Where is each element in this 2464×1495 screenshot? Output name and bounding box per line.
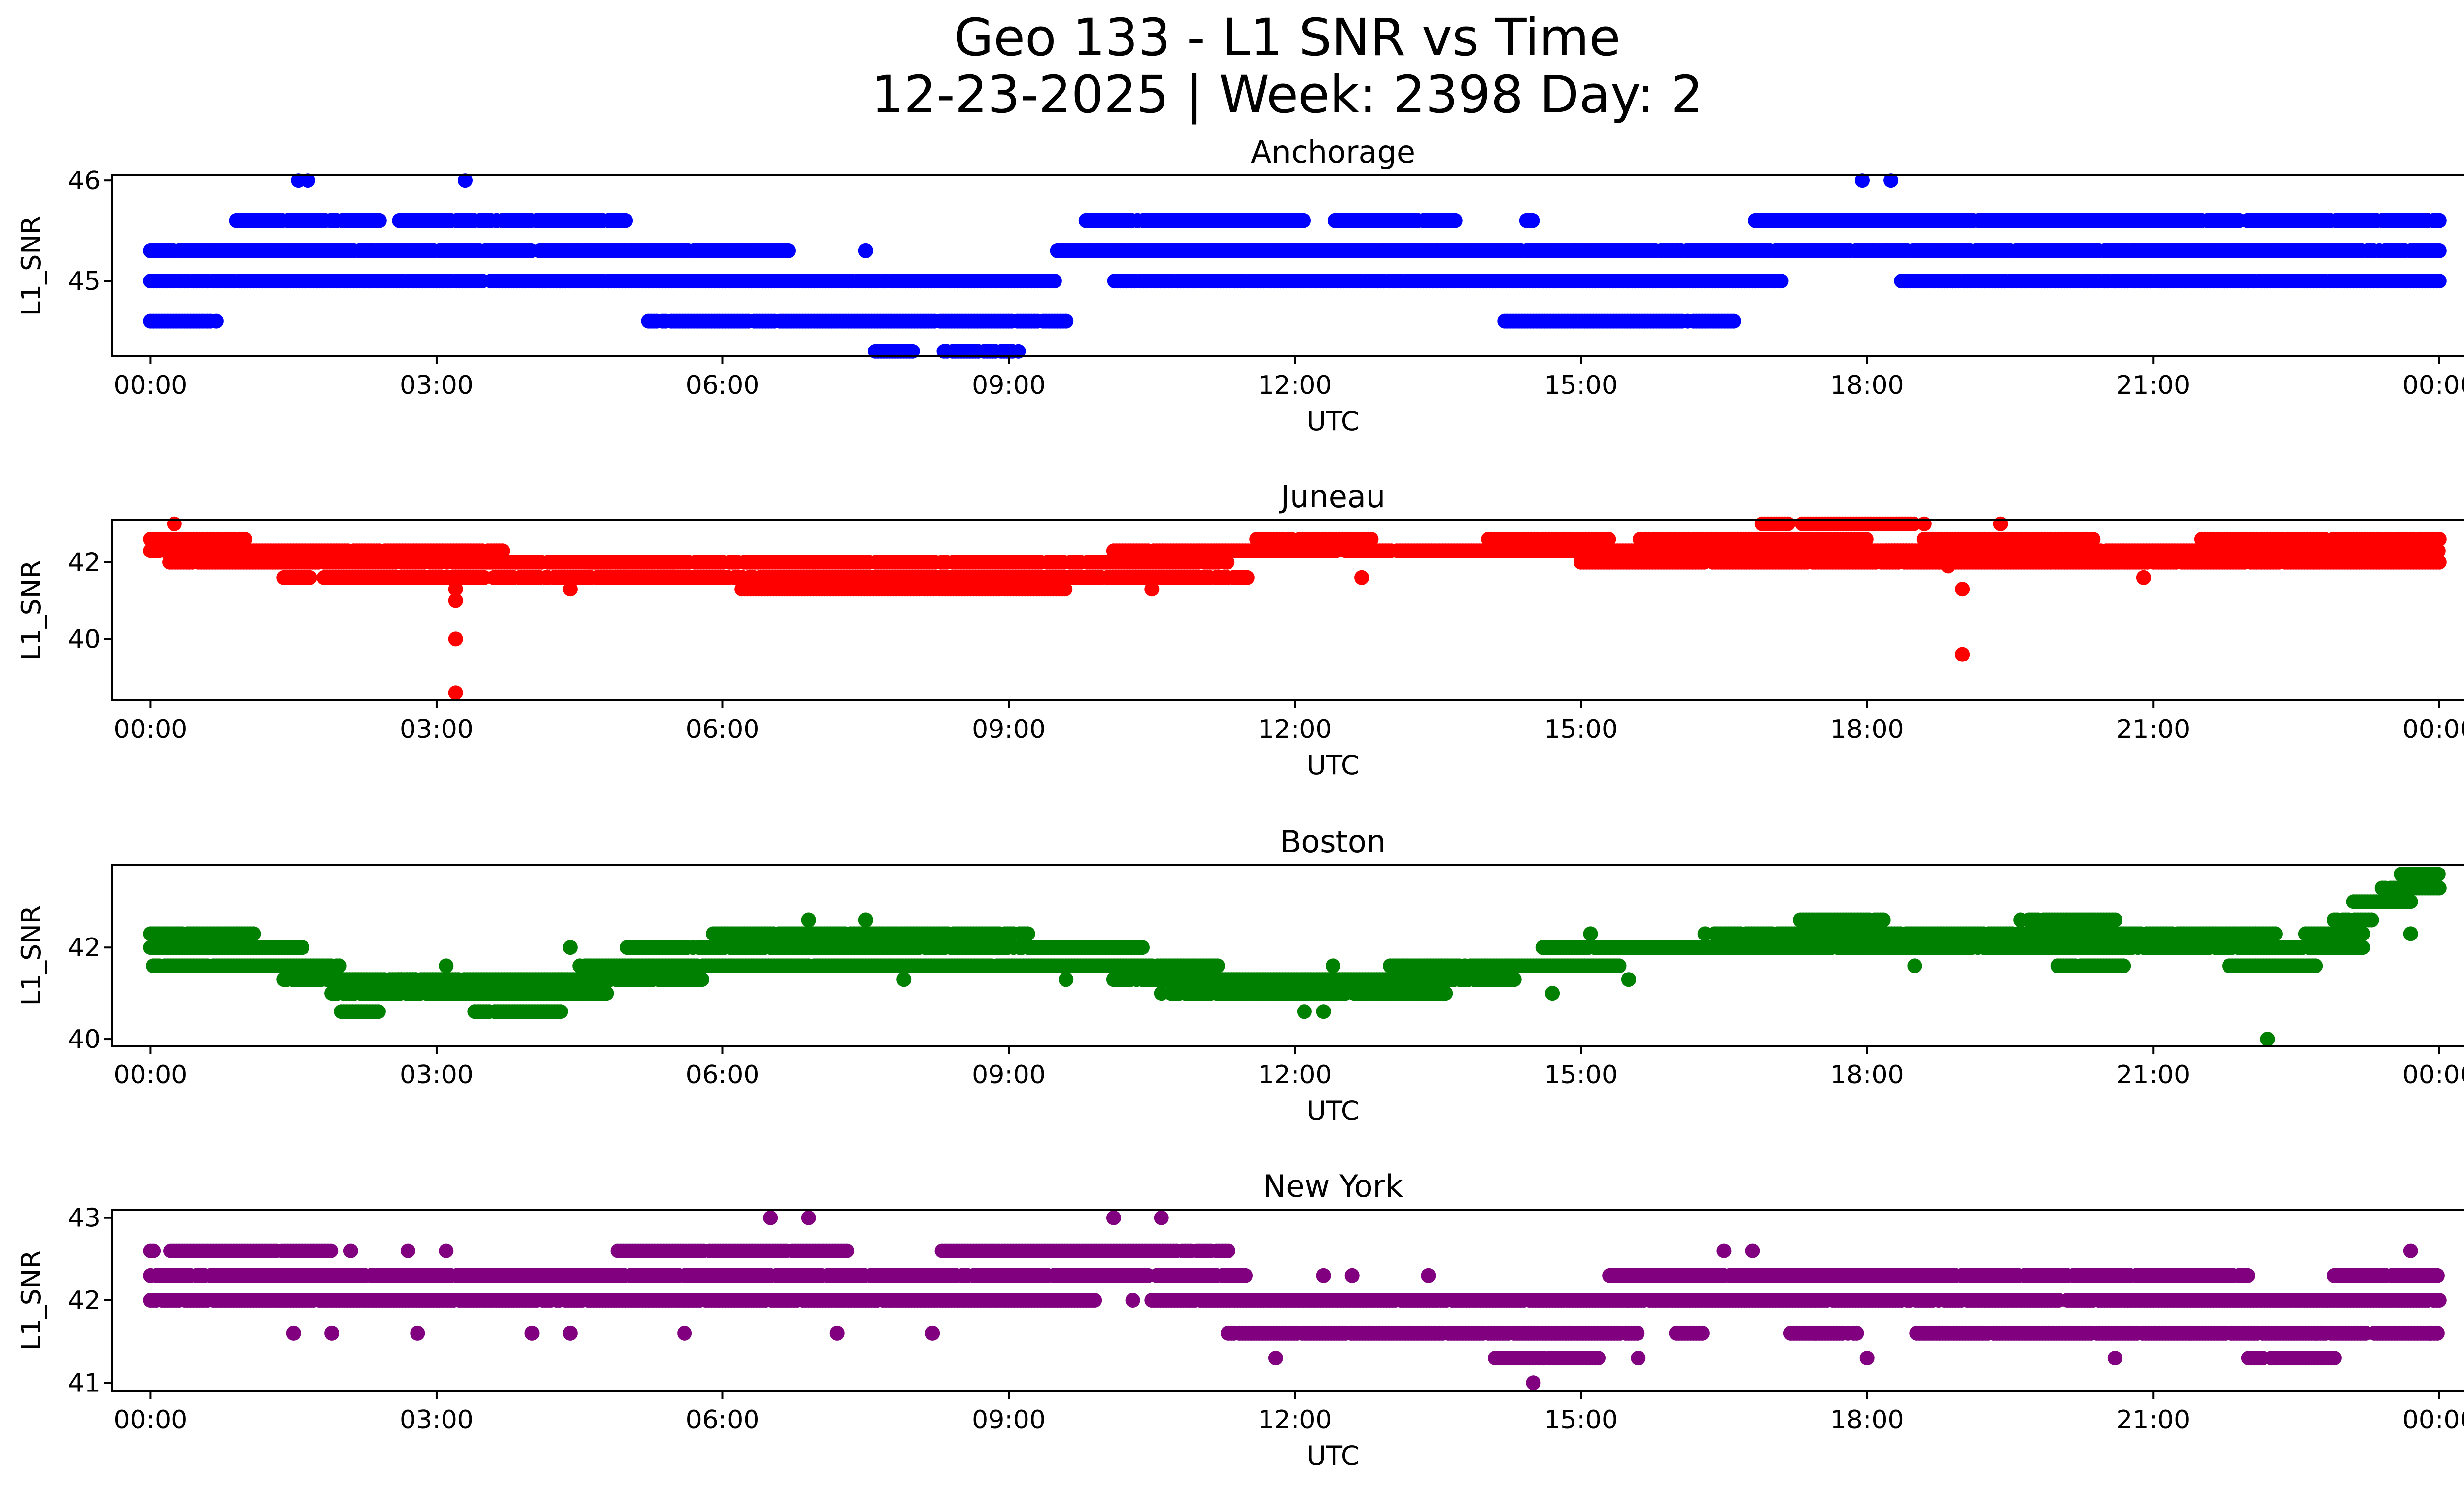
data-point bbox=[858, 243, 873, 258]
x-tick-label: 12:00 bbox=[1258, 371, 1332, 400]
anchorage-x-axis-label: UTC bbox=[1306, 406, 1359, 437]
x-tick-label: 09:00 bbox=[972, 715, 1046, 744]
figure-title-line1: Geo 133 - L1 SNR vs Time bbox=[954, 7, 1620, 68]
data-point bbox=[2430, 543, 2446, 558]
data-point bbox=[448, 685, 463, 700]
anchorage-plot-frame bbox=[111, 174, 2464, 357]
boston-title: Boston bbox=[1280, 824, 1386, 860]
anchorage-points bbox=[143, 173, 2447, 359]
data-point bbox=[1210, 958, 1225, 973]
data-point bbox=[1858, 531, 1874, 547]
data-point bbox=[1955, 647, 1970, 662]
data-point bbox=[1011, 344, 1026, 359]
juneau-x-axis-label: UTC bbox=[1306, 750, 1359, 781]
data-point bbox=[332, 958, 347, 973]
data-point bbox=[1144, 582, 1160, 597]
data-point bbox=[1883, 173, 1899, 188]
data-point bbox=[300, 173, 315, 188]
x-tick-label: 00:00 bbox=[2402, 715, 2464, 744]
data-point bbox=[1447, 213, 1463, 228]
x-tick-label: 18:00 bbox=[1830, 715, 1904, 744]
data-point bbox=[2431, 243, 2447, 258]
data-point bbox=[1774, 274, 1789, 289]
data-point bbox=[429, 274, 444, 289]
data-point bbox=[1993, 516, 2008, 531]
x-tick-label: 03:00 bbox=[400, 715, 474, 744]
data-point bbox=[1525, 213, 1540, 228]
data-point bbox=[905, 344, 920, 359]
data-point bbox=[1780, 516, 1796, 531]
data-point bbox=[208, 313, 224, 329]
boston-points bbox=[143, 867, 2447, 1047]
x-tick-label: 21:00 bbox=[2116, 371, 2190, 400]
anchorage-title: Anchorage bbox=[1251, 134, 1415, 170]
y-tick-label: 46 bbox=[68, 166, 101, 196]
data-point bbox=[694, 972, 709, 987]
data-point bbox=[781, 243, 796, 258]
x-tick-label: 00:00 bbox=[2402, 371, 2464, 400]
data-point bbox=[2431, 274, 2447, 289]
data-point bbox=[310, 274, 325, 289]
data-point bbox=[562, 582, 578, 597]
data-point bbox=[2184, 213, 2199, 228]
x-tick-label: 06:00 bbox=[686, 715, 760, 744]
data-point bbox=[167, 516, 182, 531]
data-point bbox=[1726, 313, 1741, 329]
data-point bbox=[1047, 274, 1062, 289]
data-point bbox=[1059, 313, 1074, 329]
data-point bbox=[1239, 570, 1255, 585]
figure-title-line2: 12-23-2025 | Week: 2398 Day: 2 bbox=[871, 65, 1703, 125]
juneau-title: Juneau bbox=[1279, 479, 1385, 515]
juneau-y-axis-label: L1_SNR bbox=[16, 560, 47, 661]
x-tick-label: 12:00 bbox=[1258, 715, 1332, 744]
data-point bbox=[372, 213, 387, 228]
data-point bbox=[1354, 570, 1369, 585]
data-point bbox=[448, 631, 463, 647]
y-tick-label: 40 bbox=[68, 625, 101, 654]
x-tick-label: 03:00 bbox=[400, 371, 474, 400]
data-point bbox=[1941, 558, 1956, 574]
data-point bbox=[295, 940, 310, 955]
juneau-points bbox=[143, 516, 2447, 700]
data-point bbox=[599, 986, 614, 1001]
anchorage-y-axis-label: L1_SNR bbox=[16, 216, 47, 316]
data-point bbox=[448, 593, 463, 608]
data-point bbox=[553, 1004, 568, 1019]
data-point bbox=[302, 570, 317, 585]
data-point bbox=[458, 173, 473, 188]
data-point bbox=[618, 213, 633, 228]
data-point bbox=[2107, 274, 2122, 289]
x-tick-label: 00:00 bbox=[113, 371, 187, 400]
x-tick-label: 06:00 bbox=[686, 371, 760, 400]
x-tick-label: 21:00 bbox=[2116, 715, 2190, 744]
data-point bbox=[238, 531, 252, 547]
data-point bbox=[371, 1004, 386, 1019]
x-tick-label: 15:00 bbox=[1544, 371, 1618, 400]
x-tick-label: 18:00 bbox=[1830, 371, 1904, 400]
x-tick-label: 15:00 bbox=[1544, 715, 1618, 744]
data-point bbox=[1855, 173, 1870, 188]
data-point bbox=[1296, 213, 1311, 228]
data-point bbox=[1601, 531, 1616, 547]
y-tick-label: 45 bbox=[68, 267, 101, 296]
y-tick-label: 42 bbox=[68, 548, 101, 578]
data-point bbox=[2431, 213, 2447, 228]
x-tick-label: 09:00 bbox=[972, 371, 1046, 400]
data-point bbox=[1955, 582, 1970, 597]
data-point bbox=[2136, 570, 2151, 585]
data-point bbox=[246, 926, 261, 941]
data-point bbox=[495, 543, 510, 558]
data-point bbox=[2241, 274, 2256, 289]
data-point bbox=[553, 274, 568, 289]
panel-juneau: Juneau 00:00 03:00 06:00 09:00 12:00 15:00 18:0… bbox=[16, 479, 2464, 781]
panel-anchorage: Anchorage 00:00 03:00 06:00 09:00 12:00 15:00 1… bbox=[16, 134, 2464, 437]
data-point bbox=[1916, 516, 1932, 531]
data-point bbox=[1945, 274, 1960, 289]
data-point bbox=[362, 274, 377, 289]
x-tick-label: 00:00 bbox=[113, 715, 187, 744]
data-point bbox=[1364, 531, 1379, 547]
